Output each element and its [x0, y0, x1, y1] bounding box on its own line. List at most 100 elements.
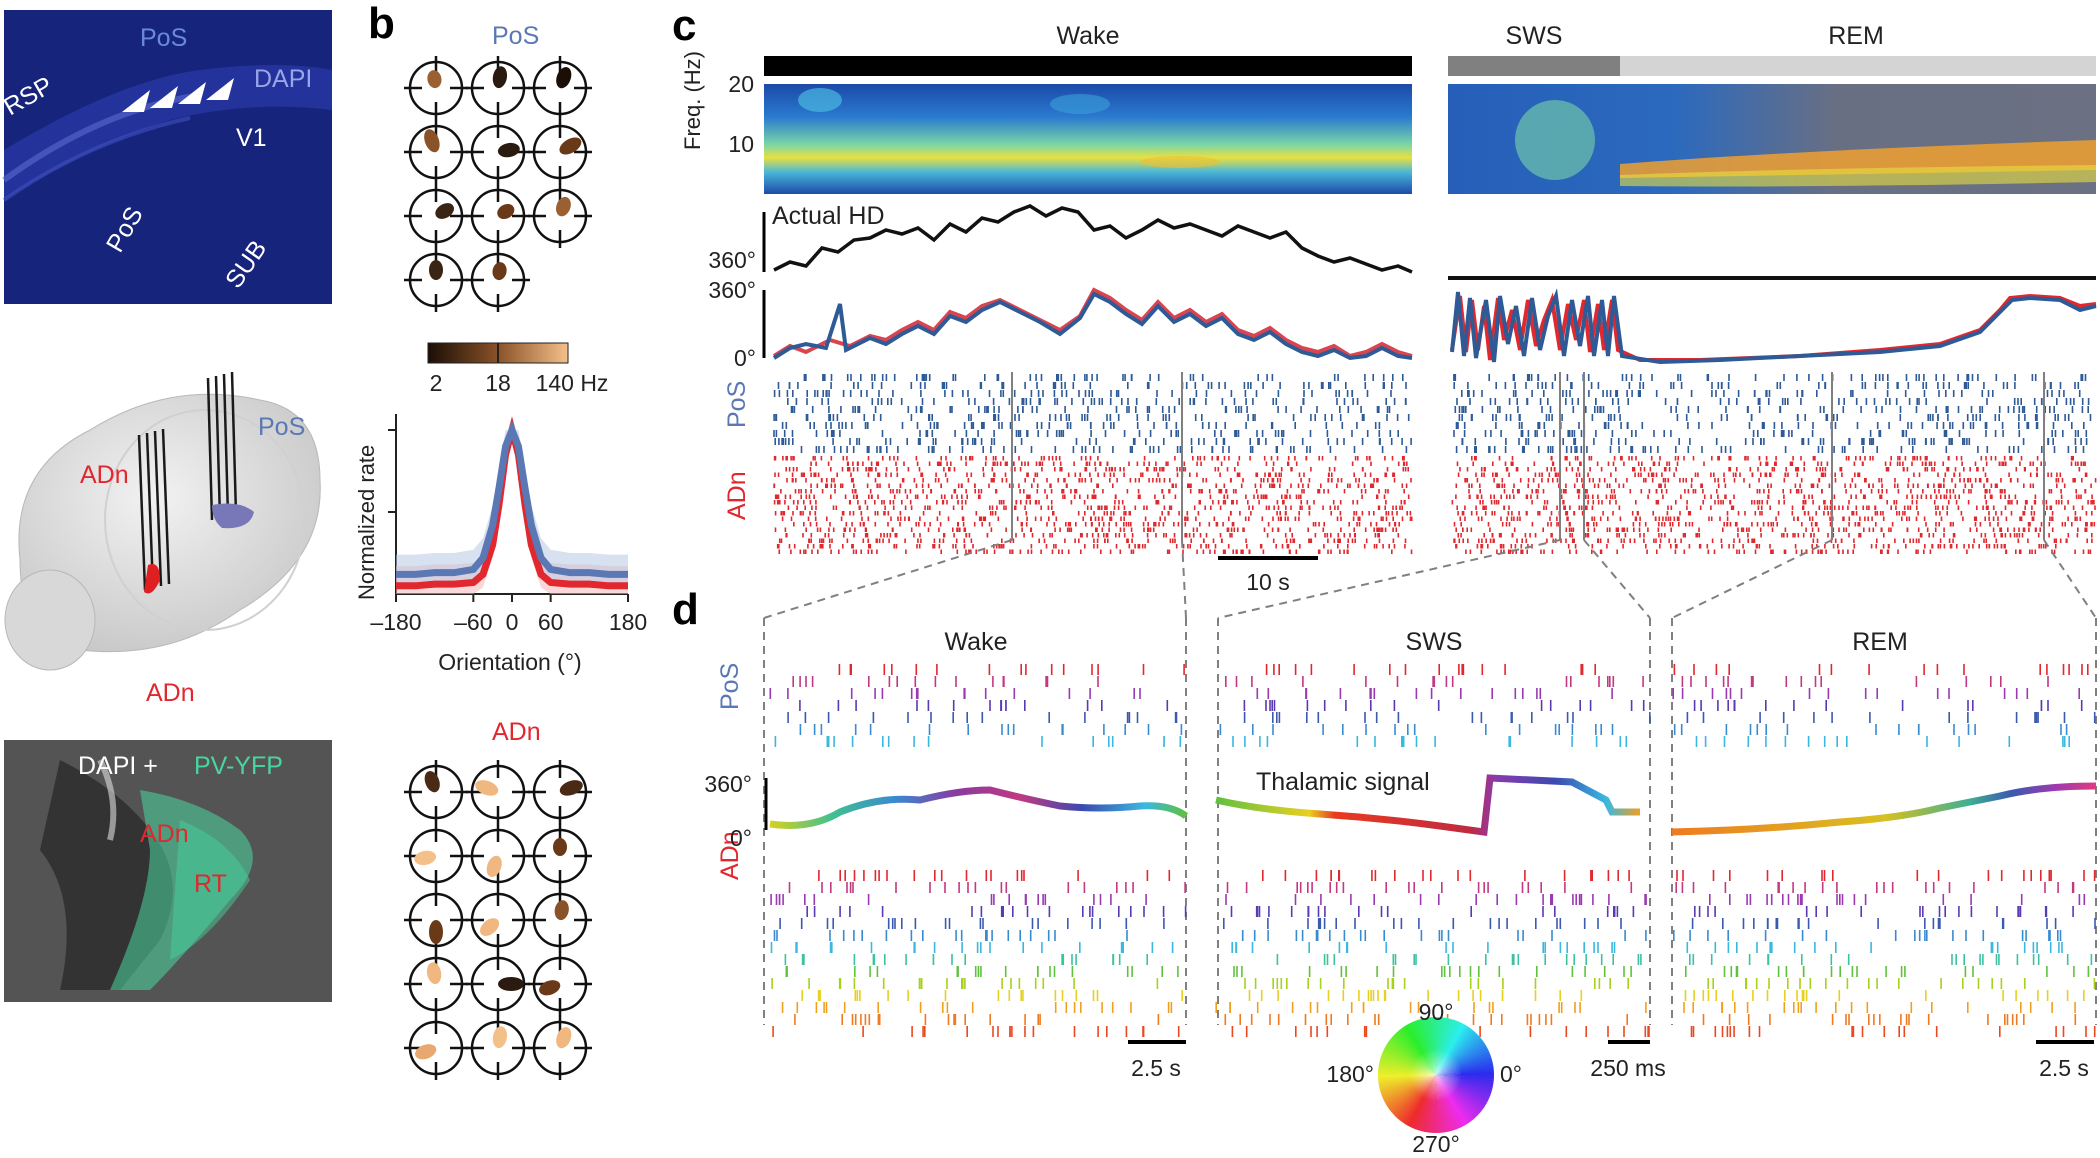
pos-polar-cell [404, 56, 468, 120]
actual-hd-label: Actual HD [772, 202, 885, 230]
wheel-label-180: 180° [1326, 1061, 1374, 1087]
brain-schematic: ADn PoS [4, 371, 321, 671]
d-pos-raster-0 [769, 664, 1185, 747]
adn-polar-cell [528, 888, 592, 952]
decoded-pos-wake [772, 291, 1413, 361]
hd-tick-actual-360: 360° [708, 247, 756, 273]
d-pos-raster-2 [1672, 664, 2096, 747]
pos-polar-cell [528, 120, 592, 184]
brain-adn-label: ADn [80, 461, 129, 489]
d-pos-raster-1 [1219, 664, 1651, 747]
adn-polar-cell [404, 952, 468, 1016]
adn-polar-cell [466, 760, 530, 824]
adn-polar-cell [466, 1016, 530, 1080]
adn-stain-suffix: PV-YFP [194, 752, 283, 780]
c-pos-label: PoS [723, 381, 751, 428]
tuning-band-pos [396, 430, 628, 588]
tuning-xlabel: Orientation (°) [438, 649, 581, 675]
d-state-rem: REM [1852, 628, 1908, 656]
pos-polar-cell [466, 184, 530, 248]
c-rem-bar [1620, 56, 2096, 76]
adn-polar-cell [466, 952, 530, 1016]
adn-image-title: ADn [146, 679, 195, 707]
c-to-d-dashed-links [763, 539, 2097, 1025]
tuning-line-pos [396, 420, 628, 578]
rate-colorbar: 2 18 140 Hz [427, 342, 609, 396]
c-adn-raster-sleep [1451, 456, 2097, 554]
region-v1: V1 [236, 124, 267, 152]
d-scale-label-rem: 2.5 s [2039, 1055, 2089, 1081]
c-pos-raster-sleep [1453, 374, 2092, 453]
adn-polar-cell [466, 888, 530, 952]
d-adn-label: ADn [716, 831, 744, 880]
tuning-x-tick-label: 60 [538, 609, 564, 635]
wheel-label-0: 0° [1500, 1061, 1522, 1087]
adn-polar-cell [528, 824, 592, 888]
adn-polar-cell [404, 824, 468, 888]
hd-color-wheel [1378, 1017, 1494, 1133]
d-adn-raster-1 [1215, 870, 1650, 1037]
decoded-adn-sleep [1450, 292, 2097, 362]
c-adn-label: ADn [723, 471, 751, 520]
panel-b-letter: b [368, 0, 395, 48]
thalamic-signal-label: Thalamic signal [1256, 768, 1430, 796]
adn-polar-plots [404, 760, 592, 1080]
c-sws-bar [1448, 56, 1620, 76]
d-spike-rasters [769, 664, 2096, 1037]
panel-d-letter: d [672, 585, 699, 634]
c-adn-raster-wake [773, 456, 1413, 554]
colorbar-tick-min: 2 [430, 370, 443, 396]
c-pos-raster-wake [773, 374, 1412, 453]
c-state-rem: REM [1828, 22, 1884, 50]
hd-tick-decoded-0: 0° [734, 345, 756, 371]
actual-hd-trace [773, 204, 1413, 274]
decoded-pos-sleep [1450, 288, 2097, 365]
pos-polar-cell [528, 184, 592, 248]
d-scale-label-sws: 250 ms [1590, 1055, 1665, 1081]
adn-polar-title: ADn [492, 718, 541, 746]
colorbar-tick-max: 140 Hz [536, 370, 609, 396]
pos-polar-plots [404, 56, 592, 312]
d-hd-tick-0: 0° [730, 825, 752, 851]
adn-polar-cell [528, 760, 592, 824]
adn-polar-cell [404, 888, 468, 952]
d-wake-hd-trace [769, 786, 1189, 829]
c-scale-label: 10 s [1246, 569, 1289, 595]
hd-tick-decoded-360: 360° [708, 277, 756, 303]
c-zoom-markers [1011, 372, 2045, 540]
d-pos-label: PoS [716, 663, 744, 710]
pos-polar-cell [466, 248, 530, 312]
tuning-x-tick-label: 0 [506, 609, 519, 635]
region-adn: ADn [140, 820, 189, 848]
pos-polar-cell [404, 248, 468, 312]
panel-c-letter: c [672, 1, 696, 50]
adn-polar-cell [466, 824, 530, 888]
freq-axis-label: Freq. (Hz) [680, 51, 705, 150]
freq-tick-10: 10 [728, 131, 754, 157]
tuning-curve-chart: Normalized rate Orientation (°) –180 –60 0… [354, 414, 647, 675]
spectrogram-sleep [1448, 84, 2096, 194]
c-wake-bar [764, 56, 1412, 76]
colorbar-tick-mid: 18 [485, 370, 511, 396]
adn-stain-prefix: DAPI + [78, 752, 158, 780]
adn-polar-cell [528, 952, 592, 1016]
dapi-stain: DAPI [254, 65, 312, 93]
pos-polar-title: PoS [492, 22, 539, 50]
tuning-x-tick-label: –180 [370, 609, 421, 635]
pos-polar-cell [404, 120, 468, 184]
d-state-sws: SWS [1406, 628, 1463, 656]
brain-pos-label: PoS [258, 413, 305, 441]
pos-polar-cell [404, 184, 468, 248]
d-adn-raster-0 [770, 870, 1187, 1037]
tuning-x-tick-label: –60 [454, 609, 492, 635]
adn-histology-image: DAPI + PV-YFP ADn RT [4, 740, 332, 1002]
pos-polar-cell [466, 120, 530, 184]
adn-polar-cell [528, 1016, 592, 1080]
c-state-wake: Wake [1057, 22, 1120, 50]
wheel-label-90: 90° [1419, 999, 1454, 1025]
d-rem-hd-trace [1671, 782, 2097, 836]
dapi-title: PoS [140, 24, 187, 52]
d-state-wake: Wake [945, 628, 1008, 656]
c-spike-rasters [773, 374, 2097, 554]
